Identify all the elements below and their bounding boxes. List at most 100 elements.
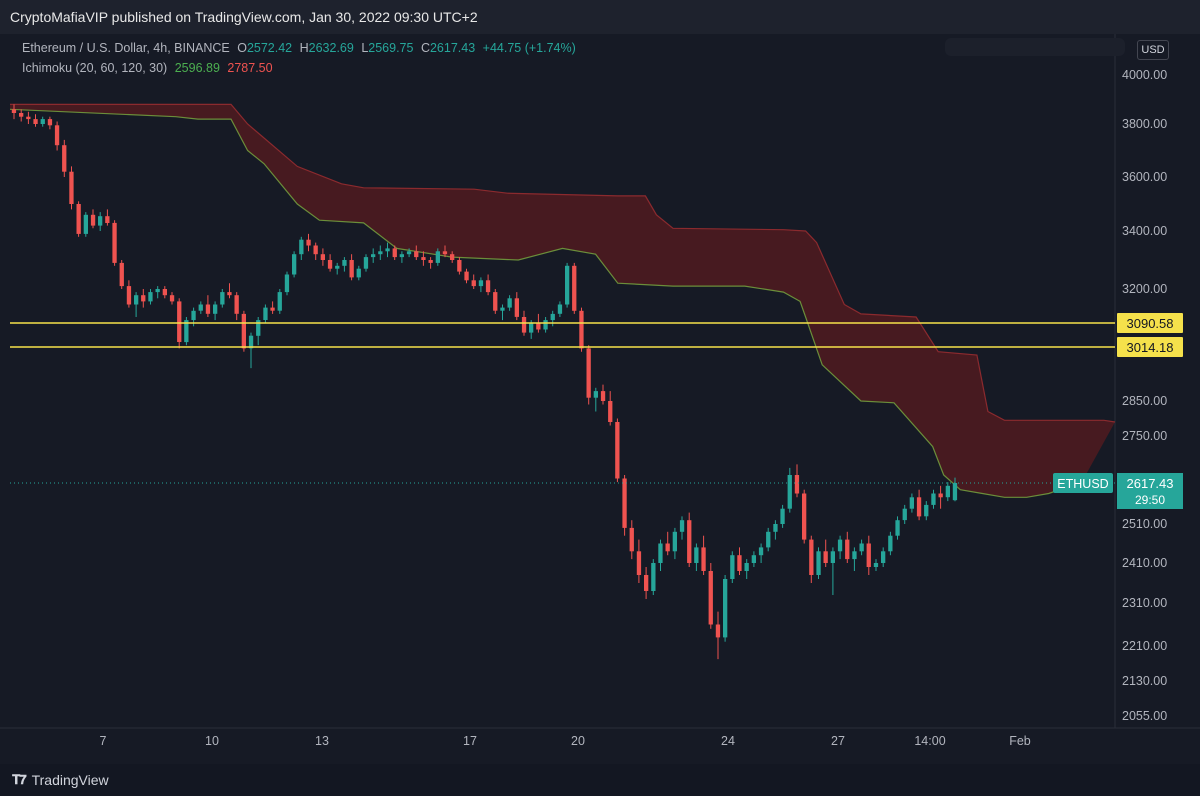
candle-body [169,295,175,302]
y-tick-label: 4000.00 [1122,68,1167,82]
current-price-text: 2617.43 [1127,476,1174,491]
candle-body [227,292,232,296]
candle-body [162,289,167,296]
candle-body [62,145,67,172]
candle-body [809,539,814,575]
current-price-tag [1117,473,1183,509]
candle-body [780,508,785,524]
candle-body [205,304,211,314]
symbol-tag [1053,473,1113,493]
close-value: 2617.43 [429,41,476,55]
high-label: H [299,41,309,55]
candle-body [507,298,512,308]
candle-body [952,483,958,501]
candle-body [112,222,117,263]
price-chart[interactable]: 3090.58 3014.18 ETHUSD 2617.43 29:50 4000.00 3… [0,0,1200,764]
candle-body [737,555,742,571]
candle-body [363,257,369,269]
currency-button[interactable]: USD [1137,40,1169,60]
x-tick-label: 27 [831,734,845,748]
x-tick-label: Feb [1009,734,1031,748]
x-tick-label: 7 [100,734,107,748]
y-tick-label: 2055.00 [1122,709,1167,723]
candle-body [385,248,390,252]
candle-body [536,323,541,330]
candle-body [320,254,325,260]
publish-info: CryptoMafiaVIP published on TradingView.… [10,9,478,25]
symbol-tag-text: ETHUSD [1057,477,1108,491]
candle-body [557,304,563,314]
open-value: 2572.42 [246,41,293,55]
x-tick-label: 13 [315,734,329,748]
candle-body [902,508,907,521]
candle-body [859,543,864,552]
candle-body [679,520,685,532]
candle-body [615,422,620,479]
candle-body [586,348,591,398]
candle-body [414,251,419,258]
candle-body [256,320,261,336]
candle-body [421,257,426,260]
candle-body [723,579,728,638]
open-label: O [237,41,247,55]
change-value: +44.75 (+1.74%) [482,41,576,55]
candle-body [579,310,584,349]
y-tick-label: 2850.00 [1122,394,1167,408]
y-tick-label: 2410.00 [1122,556,1167,570]
candle-body [773,524,778,532]
x-tick-label: 20 [571,734,585,748]
candle-body [622,478,627,528]
candle-body [665,543,670,552]
candle-body [306,239,311,246]
candle-body [866,543,871,567]
x-tick-label: 10 [205,734,219,748]
candle-body [529,323,534,333]
candle-body [909,497,914,509]
candle-body [715,624,721,638]
candle-body [428,260,433,263]
candle-body [126,286,132,305]
candle-body [69,171,74,204]
candle-body [263,307,268,320]
chart-area[interactable] [0,34,1200,764]
candle-body [924,504,929,517]
candle-body [47,119,53,126]
cloud-span-a-line [9,108,1082,498]
candle-body [550,313,555,321]
tradingview-brand: TradingView [31,772,109,788]
candle-body [220,292,225,305]
candle-body [485,280,491,293]
symbol-legend: Ethereum / U.S. Dollar, 4h, BINANCE O257… [22,41,580,55]
indicator-title[interactable]: Ichimoku (20, 60, 120, 30) [22,61,168,75]
candle-body [744,563,749,571]
y-tick-label: 2310.00 [1122,596,1167,610]
symbol-title[interactable]: Ethereum / U.S. Dollar, 4h, BINANCE [22,41,230,55]
candle-body [213,304,218,314]
candle-body [565,265,570,305]
candle-body [931,493,936,505]
level-price-text: 3014.18 [1127,340,1174,355]
tradingview-logo[interactable]: 𝐓𝟕 TradingView [12,772,109,788]
candle-body [371,254,376,258]
candle-body [241,313,246,349]
candle-body [457,260,462,272]
candle-body [837,539,843,552]
candle-body [83,214,88,234]
candle-body [916,497,922,517]
candle-body [478,280,484,287]
blurred-watermark [945,38,1125,56]
candle-body [572,265,577,311]
ichimoku-cloud [10,104,1115,498]
level-price-text: 3090.58 [1127,316,1174,331]
y-tick-label: 2210.00 [1122,639,1167,653]
candle-body [730,555,735,579]
candle-body [98,216,103,226]
candle-body [938,493,943,498]
candle-body [471,280,476,287]
candle-body [521,317,527,333]
candle-body [299,239,304,255]
x-tick-label: 17 [463,734,477,748]
candle-body [335,265,340,269]
candle-body [76,204,81,234]
candle-body [852,551,857,560]
